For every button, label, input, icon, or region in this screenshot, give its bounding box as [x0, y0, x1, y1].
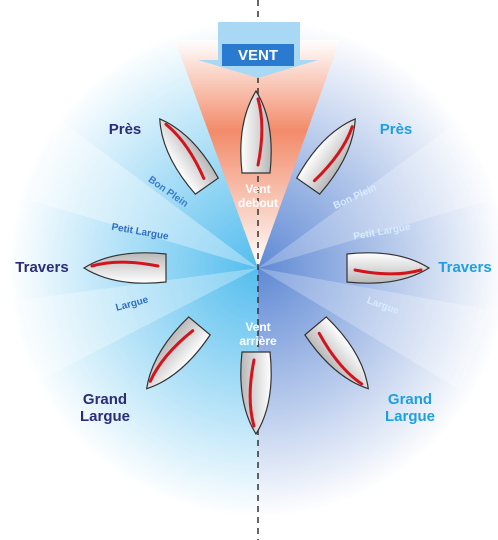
diagram: VENT Ventdebout Ventarrière Près Bon Ple… — [0, 0, 498, 540]
label: Travers — [15, 259, 68, 276]
label: Près — [109, 121, 142, 138]
label: Travers — [438, 259, 491, 276]
label: Près — [380, 121, 413, 138]
wind-label: VENT — [238, 47, 278, 64]
